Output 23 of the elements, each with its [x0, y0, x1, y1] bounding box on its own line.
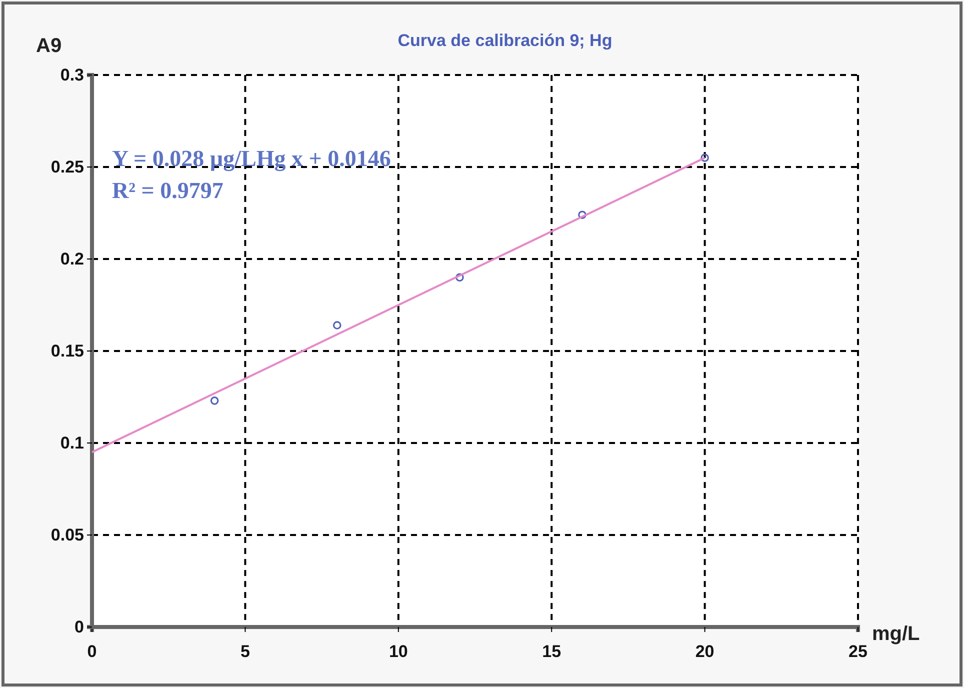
y-tick-label: 0.3	[60, 65, 84, 84]
y-axis-title: A9	[36, 35, 62, 57]
y-tick-label: 0.1	[60, 433, 84, 452]
point	[578, 210, 586, 219]
x-tick-label: 0	[87, 642, 97, 662]
y-tick-label: 0.05	[50, 525, 84, 544]
x-tick-label: 25	[848, 642, 868, 662]
y-tick-label: 0.2	[60, 249, 84, 268]
x-tick-label: 5	[240, 642, 250, 662]
y-tick-label: 0.25	[50, 157, 84, 176]
point	[332, 321, 342, 330]
x-tick-label: 10	[388, 642, 408, 662]
point	[210, 396, 219, 405]
annotation: R² = 0.9797	[112, 178, 224, 203]
x-tick-label: 15	[542, 642, 562, 662]
y-tick-label: 0	[74, 617, 84, 636]
chart-title: Curva de calibración 9; Hg	[398, 31, 612, 50]
y-tick-label: 0.15	[50, 341, 84, 360]
point	[700, 154, 709, 162]
annotation: Y = 0.028 µg/LHg x + 0.0146	[112, 146, 391, 172]
x-tick-label: 20	[695, 642, 714, 662]
point	[456, 273, 464, 282]
x-axis-title: mg/L	[872, 623, 920, 645]
